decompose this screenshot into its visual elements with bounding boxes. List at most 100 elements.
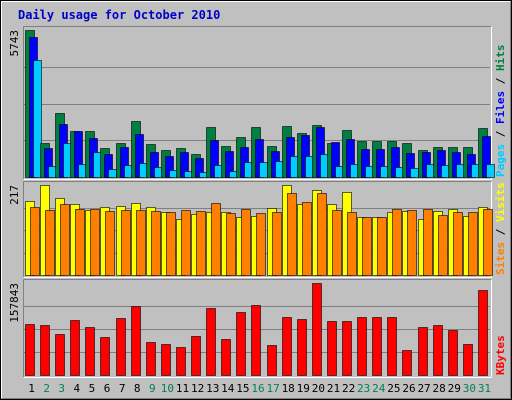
x-tick-label: 15 — [236, 382, 249, 395]
bar-kbytes-day-29 — [448, 330, 458, 376]
x-tick-label: 29 — [448, 382, 461, 395]
bar-sites-day-14 — [226, 213, 236, 276]
x-tick-label: 20 — [312, 382, 325, 395]
bar-sites-day-16 — [256, 213, 266, 276]
y-max-label: 157843 — [8, 283, 21, 323]
bar-sites-day-19 — [302, 202, 312, 276]
bar-sites-day-28 — [438, 215, 448, 276]
bar-pages-day-6 — [108, 169, 117, 178]
bar-sites-day-7 — [121, 210, 131, 276]
bar-kbytes-day-22 — [342, 321, 352, 376]
legend-pages_files_hits: Pages / Files / Hits — [494, 45, 507, 178]
x-tick-label: 8 — [134, 382, 141, 395]
bar-pages-day-16 — [259, 162, 268, 178]
bar-sites-day-23 — [362, 217, 372, 276]
x-tick-label: 12 — [191, 382, 204, 395]
legend-text: / — [494, 71, 507, 91]
bar-kbytes-day-9 — [146, 342, 156, 376]
x-tick-label: 23 — [357, 382, 370, 395]
x-tick-label: 24 — [372, 382, 386, 395]
x-tick-label: 9 — [149, 382, 156, 395]
bar-sites-day-11 — [181, 210, 191, 276]
bar-sites-day-5 — [90, 209, 100, 276]
bar-sites-day-25 — [392, 209, 402, 276]
bar-pages-day-26 — [410, 168, 419, 178]
bar-kbytes-day-28 — [433, 325, 443, 376]
bar-kbytes-day-21 — [327, 321, 337, 376]
bar-kbytes-day-18 — [282, 317, 292, 376]
bar-sites-day-4 — [75, 209, 85, 276]
chart-title: Daily usage for October 2010 — [18, 8, 220, 22]
x-tick-label: 31 — [478, 382, 491, 395]
x-tick-label: 14 — [221, 382, 235, 395]
legend-sites_visits: Sites / Visits — [494, 182, 507, 275]
bar-sites-day-10 — [166, 212, 176, 276]
bar-sites-day-2 — [45, 210, 55, 276]
bar-kbytes-day-16 — [251, 305, 261, 376]
bar-kbytes-day-8 — [131, 306, 141, 376]
x-tick-label: 4 — [74, 382, 81, 395]
bar-kbytes-day-15 — [236, 312, 246, 376]
legend-text: / — [494, 124, 507, 144]
x-tick-label: 26 — [402, 382, 415, 395]
x-tick-label: 1 — [28, 382, 35, 395]
x-tick-label: 17 — [266, 382, 279, 395]
bar-kbytes-day-7 — [116, 318, 126, 376]
x-tick-label: 19 — [297, 382, 310, 395]
x-tick-label: 18 — [282, 382, 295, 395]
legend-text: Pages — [494, 144, 507, 177]
bar-kbytes-day-11 — [176, 347, 186, 376]
x-tick-label: 10 — [161, 382, 174, 395]
legend-text: Sites — [494, 242, 507, 275]
bar-kbytes-day-20 — [312, 283, 322, 376]
legend-text: Visits — [494, 182, 507, 222]
y-max-label: 5743 — [8, 30, 21, 57]
x-tick-label: 16 — [251, 382, 264, 395]
bar-kbytes-day-4 — [70, 320, 80, 376]
panel-kbytes: 157843 KBytes — [8, 279, 507, 378]
x-tick-label: 6 — [104, 382, 111, 395]
x-tick-label: 30 — [463, 382, 476, 395]
bar-pages-day-31 — [486, 164, 495, 178]
bar-kbytes-day-27 — [418, 327, 428, 376]
bar-kbytes-day-2 — [40, 325, 50, 376]
x-tick-label: 27 — [417, 382, 430, 395]
bar-sites-day-29 — [453, 212, 463, 276]
bar-sites-day-1 — [30, 207, 40, 276]
bar-sites-day-24 — [377, 217, 387, 276]
x-tick-label: 11 — [176, 382, 189, 395]
bar-sites-day-15 — [241, 209, 251, 276]
bar-sites-day-3 — [60, 204, 70, 276]
x-axis-labels: 1 2 3 4 5 6 7 8 9 10 11 12 13 14 15 16 17 18 19 20 21 22 23 24 2… — [28, 382, 491, 395]
x-tick-label: 5 — [89, 382, 96, 395]
bar-kbytes-day-30 — [463, 344, 473, 376]
bar-kbytes-day-10 — [161, 344, 171, 376]
bar-kbytes-day-1 — [25, 324, 35, 376]
bar-kbytes-day-3 — [55, 334, 65, 376]
panel-sites_visits: 217 Sites / Visits — [8, 181, 507, 278]
legend-text: / — [494, 222, 507, 242]
bar-sites-day-18 — [287, 193, 297, 276]
bar-sites-day-30 — [468, 212, 478, 276]
chart-panels: 5743 Pages / Files / Hits 217 Sites / Visit… — [8, 26, 507, 378]
bar-sites-day-20 — [317, 193, 327, 276]
bar-pages-day-1 — [33, 60, 42, 178]
legend-text: KBytes — [494, 335, 507, 375]
bar-kbytes-day-5 — [85, 327, 95, 376]
bar-kbytes-day-14 — [221, 339, 231, 376]
x-tick-label: 2 — [43, 382, 50, 395]
bar-sites-day-21 — [332, 210, 342, 276]
bar-sites-day-13 — [211, 203, 221, 276]
bar-sites-day-31 — [483, 209, 493, 276]
x-tick-label: 7 — [119, 382, 126, 395]
bar-sites-day-22 — [347, 212, 357, 276]
bar-kbytes-day-24 — [372, 317, 382, 376]
x-tick-label: 25 — [387, 382, 400, 395]
bar-kbytes-day-17 — [267, 345, 277, 376]
bar-sites-day-6 — [105, 211, 115, 276]
bar-sites-day-9 — [151, 211, 161, 276]
y-max-label: 217 — [8, 185, 21, 205]
x-tick-label: 21 — [327, 382, 340, 395]
